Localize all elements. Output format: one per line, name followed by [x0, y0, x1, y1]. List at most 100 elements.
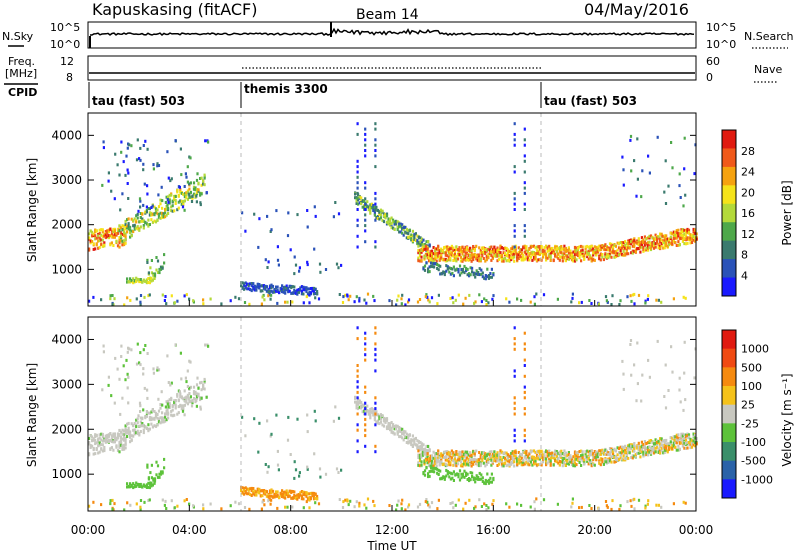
power-cell: [640, 195, 643, 199]
power-cell: [564, 250, 567, 253]
velocity-cell: [408, 440, 411, 444]
power-cell: [474, 272, 477, 276]
velocity-cell: [268, 494, 272, 498]
velocity-cell: [522, 451, 525, 454]
power-cell: [611, 294, 614, 298]
velocity-cell: [88, 504, 91, 508]
velocity-cell: [426, 455, 429, 459]
velocity-cell: [356, 412, 359, 416]
power-cell: [496, 254, 499, 258]
colorbar-swatch: [722, 222, 736, 242]
velocity-cell: [94, 438, 97, 442]
velocity-cell: [564, 458, 567, 462]
power-cell: [146, 261, 149, 264]
power-cell: [199, 193, 202, 197]
velocity-cell: [540, 456, 543, 459]
power-cell: [427, 270, 430, 274]
velocity-cell: [161, 411, 164, 415]
velocity-cell: [621, 457, 624, 461]
power-cell: [244, 281, 247, 285]
power-cell: [634, 248, 637, 252]
velocity-cell: [435, 452, 438, 456]
power-cell: [139, 212, 142, 215]
velocity-cell: [489, 480, 492, 484]
velocity-cell: [170, 409, 173, 413]
velocity-cell: [150, 476, 153, 480]
velocity-cell: [537, 449, 540, 453]
power-cell: [571, 296, 574, 300]
velocity-cell: [457, 475, 460, 479]
velocity-cell: [153, 479, 157, 483]
power-cell: [429, 254, 432, 258]
power-cell: [677, 240, 680, 244]
velocity-cell: [590, 453, 593, 457]
power-cell: [523, 224, 526, 228]
power-cell: [667, 184, 670, 188]
velocity-cell: [444, 458, 447, 462]
velocity-cell: [119, 443, 123, 447]
power-cell: [434, 252, 437, 256]
velocity-cell: [455, 459, 458, 463]
velocity-cell: [369, 410, 372, 414]
velocity-cell: [656, 339, 659, 343]
velocity-cell: [293, 490, 296, 494]
velocity-cell: [453, 457, 456, 461]
power-cell: [180, 173, 183, 177]
power-cell: [364, 181, 367, 185]
power-cell: [529, 251, 532, 255]
velocity-cell: [392, 431, 395, 435]
power-cell: [505, 248, 508, 252]
velocity-cell: [590, 464, 593, 468]
velocity-cell: [648, 439, 651, 443]
velocity-cell: [168, 403, 171, 407]
velocity-cell: [335, 467, 339, 471]
velocity-cell: [316, 497, 319, 501]
velocity-cell: [165, 412, 168, 416]
velocity-cell: [150, 416, 153, 420]
velocity-cell: [467, 458, 470, 462]
power-cell: [411, 234, 414, 238]
velocity-cell: [471, 471, 474, 475]
velocity-cell: [425, 465, 428, 469]
velocity-cell: [578, 456, 581, 460]
velocity-cell: [601, 460, 604, 464]
power-cell: [581, 254, 584, 258]
velocity-cell: [692, 439, 695, 443]
power-cell: [618, 303, 621, 306]
power-cell: [599, 244, 602, 248]
velocity-cell: [151, 417, 154, 421]
velocity-cell: [441, 454, 444, 458]
velocity-cell: [281, 492, 284, 496]
velocity-cell: [508, 454, 511, 458]
velocity-cell: [570, 505, 573, 509]
power-cell: [112, 244, 115, 247]
power-cell: [119, 208, 122, 212]
power-cell: [563, 244, 566, 248]
power-cell: [270, 286, 273, 290]
power-cell: [508, 300, 511, 304]
power-cell: [607, 256, 610, 260]
velocity-cell: [537, 455, 540, 459]
power-cell: [433, 262, 436, 266]
power-cell: [439, 264, 442, 268]
power-cell: [399, 230, 402, 234]
power-cell: [598, 244, 601, 248]
velocity-cell: [246, 492, 249, 496]
power-cell: [253, 284, 256, 288]
power-cell: [419, 236, 422, 240]
velocity-cell: [119, 436, 123, 440]
velocity-cell: [191, 399, 194, 403]
velocity-cell: [448, 471, 451, 475]
power-cell: [183, 192, 186, 196]
power-cell: [360, 196, 363, 200]
velocity-cell: [144, 425, 147, 429]
velocity-cell: [500, 464, 504, 468]
power-cell: [159, 198, 162, 202]
velocity-cell: [416, 443, 419, 447]
power-cell: [135, 220, 138, 224]
power-cell: [630, 240, 633, 244]
velocity-cell: [243, 487, 246, 490]
velocity-cell: [354, 400, 357, 404]
velocity-cell: [449, 463, 452, 467]
velocity-cell: [126, 482, 129, 486]
